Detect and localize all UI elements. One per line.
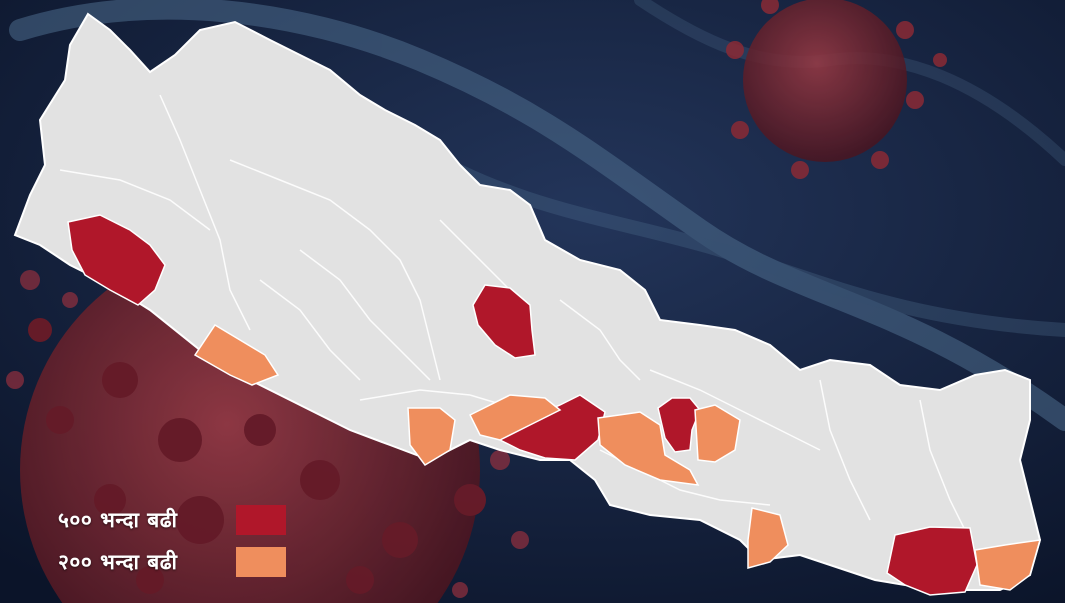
legend-row-medium: २०० भन्दा बढी bbox=[58, 547, 286, 577]
district-high-kathmandu bbox=[657, 397, 701, 453]
districts-medium bbox=[193, 323, 1042, 591]
legend-swatch-high bbox=[236, 505, 286, 535]
district-medium-far-east bbox=[974, 539, 1042, 591]
legend-label-high: ५०० भन्दा बढी bbox=[58, 508, 178, 532]
district-medium-east-valley bbox=[694, 404, 741, 463]
district-medium-south-east bbox=[747, 507, 789, 569]
district-medium-mid-south bbox=[407, 407, 456, 466]
district-high-far-west bbox=[67, 214, 166, 306]
virus-decoration-top bbox=[726, 0, 947, 179]
legend-row-high: ५०० भन्दा बढी bbox=[58, 505, 286, 535]
district-high-east bbox=[886, 526, 978, 596]
district-high-central bbox=[472, 284, 536, 359]
district-medium-center-south bbox=[468, 394, 562, 441]
districts-high bbox=[67, 214, 978, 596]
legend-label-medium: २०० भन्दा बढी bbox=[58, 550, 178, 574]
map-legend: ५०० भन्दा बढी २०० भन्दा बढी bbox=[58, 505, 286, 577]
legend-swatch-medium bbox=[236, 547, 286, 577]
district-medium-west bbox=[193, 323, 280, 386]
district-medium-bagmati bbox=[597, 411, 700, 486]
